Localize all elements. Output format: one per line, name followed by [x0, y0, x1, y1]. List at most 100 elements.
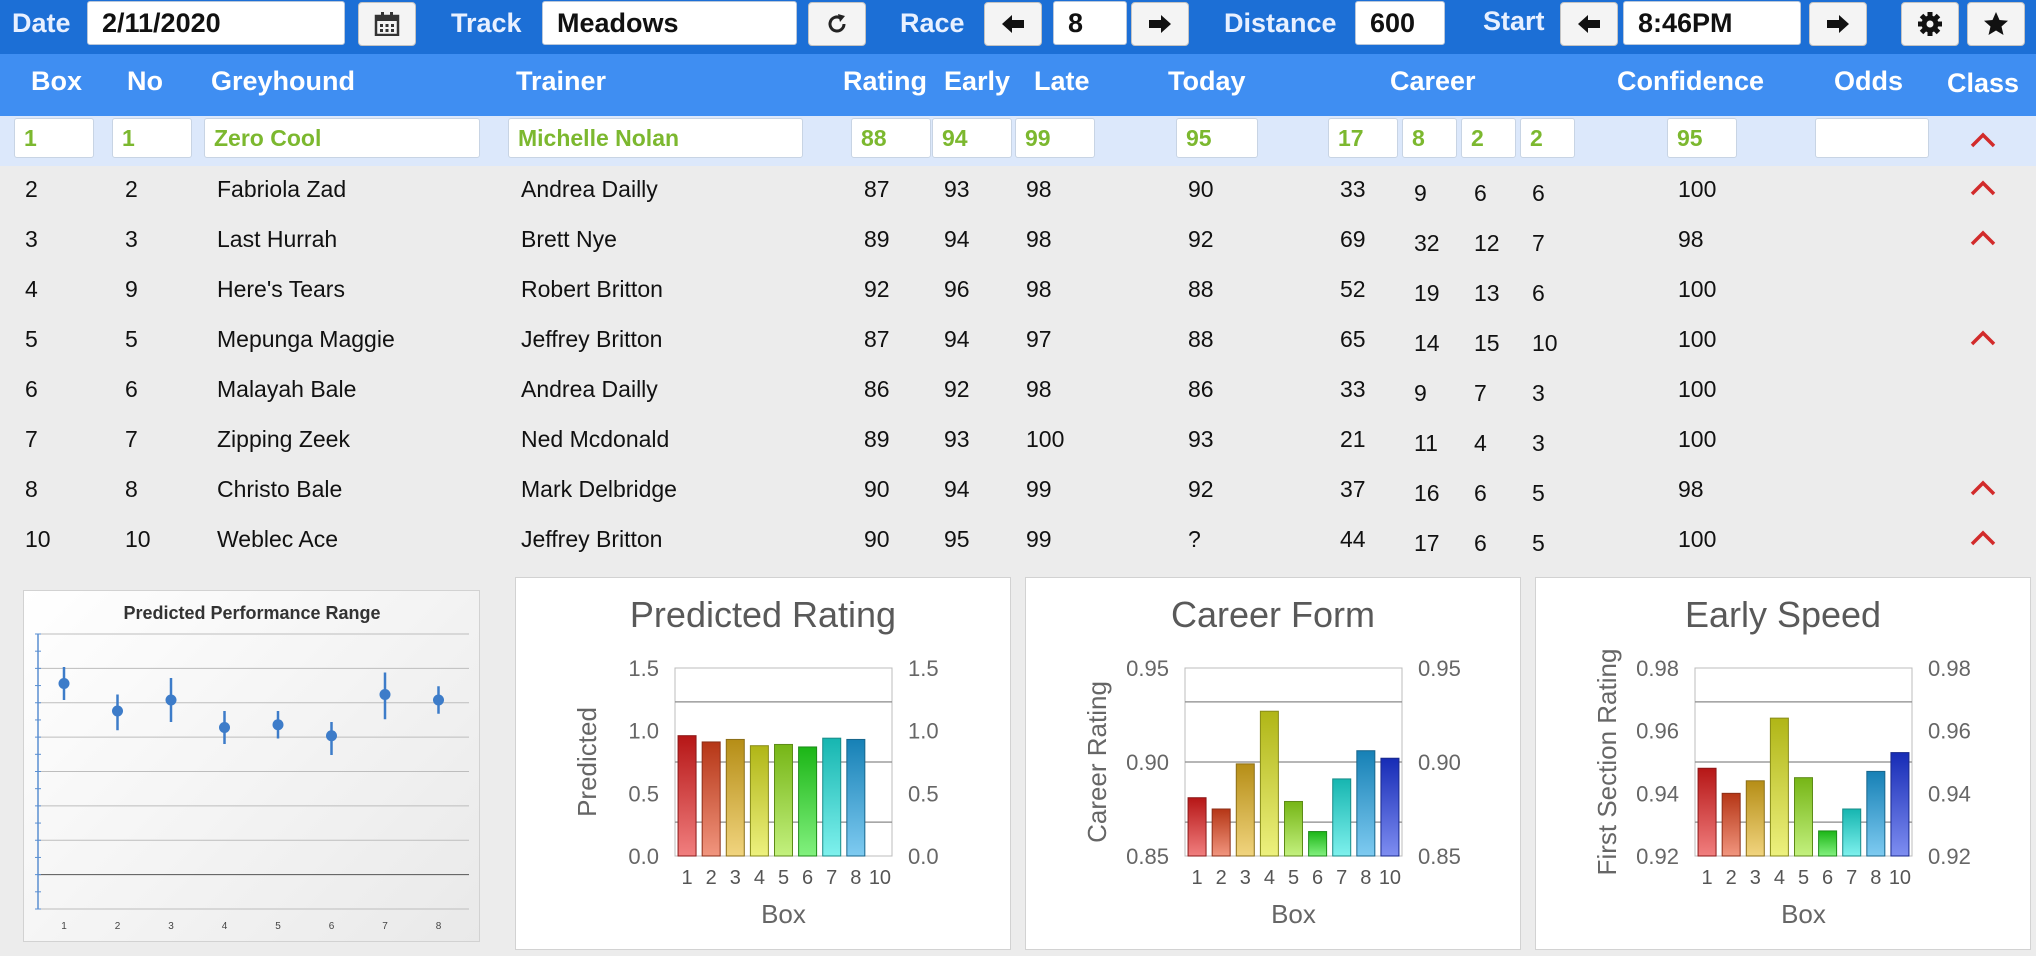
bar [1259, 710, 1279, 857]
table-row[interactable]: 4 9 Here's Tears Robert Britton 92 96 98 88 52 19… [0, 266, 2036, 316]
cell-confidence: 100 [1678, 376, 1717, 402]
cell-no: 8 [125, 476, 138, 502]
cell-trainer: Mark Delbridge [521, 476, 677, 502]
favorite-button[interactable] [1967, 2, 2025, 46]
cell-career-2: 7 [1474, 380, 1487, 406]
cell-career-3: 6 [1532, 180, 1545, 206]
bar [1332, 778, 1352, 857]
confidence-field[interactable]: 95 [1667, 118, 1737, 158]
x-tick-label: 5 [275, 921, 281, 932]
career-seconds-field[interactable]: 2 [1461, 118, 1516, 158]
cell-greyhound: Fabriola Zad [217, 176, 347, 202]
late-field[interactable]: 99 [1015, 118, 1095, 158]
cell-career-3: 10 [1532, 330, 1558, 356]
cell-box: 4 [25, 276, 38, 302]
cell-rating: 92 [864, 276, 890, 302]
column-header-today[interactable]: Today [1168, 66, 1246, 96]
table-row[interactable]: 2 2 Fabriola Zad Andrea Dailly 87 93 98 90 33 9 6 6… [0, 166, 2036, 216]
start-next-button[interactable] [1809, 2, 1867, 46]
race-prev-button[interactable] [984, 2, 1042, 46]
column-header-class[interactable]: Class [1947, 68, 2020, 98]
table-row[interactable]: 8 8 Christo Bale Mark Delbridge 90 94 99 92 37 16… [0, 466, 2036, 516]
column-header-late[interactable]: Late [1034, 66, 1090, 96]
track-label: Track [451, 8, 522, 38]
bar [1866, 770, 1886, 857]
column-header-box[interactable]: Box [31, 66, 83, 96]
settings-button[interactable] [1901, 2, 1959, 46]
performance-range-panel: Predicted Performance Range 1 2 3 4 5 6 7 8 [23, 590, 480, 942]
table-row[interactable]: 7 7 Zipping Zeek Ned Mcdonald 89 93 100 93 21 11 4… [0, 416, 2036, 466]
track-input[interactable]: Meadows [542, 1, 797, 45]
race-input[interactable]: 8 [1053, 1, 1127, 45]
table-row[interactable]: 10 10 Weblec Ace Jeffrey Britton 90 95 99? 44 17… [0, 516, 2036, 566]
cell-box: 5 [25, 326, 38, 352]
cell-trainer: Ned Mcdonald [521, 426, 670, 452]
start-time-input[interactable]: 8:46PM [1623, 1, 1801, 45]
x-tick-label: 1 [681, 867, 692, 889]
date-input[interactable]: 2/11/2020 [87, 1, 345, 45]
number-field[interactable]: 1 [112, 118, 192, 158]
y-tick-label-right: 1.5 [908, 656, 939, 681]
greyhound-field[interactable]: Zero Cool [204, 118, 480, 158]
calendar-button[interactable] [358, 2, 416, 46]
data-point [433, 694, 444, 706]
race-next-button[interactable] [1131, 2, 1189, 46]
distance-input[interactable]: 600 [1355, 1, 1445, 45]
class-up-caret-icon[interactable] [1970, 230, 1996, 246]
column-header-rating[interactable]: Rating [843, 66, 927, 96]
cell-early: 93 [944, 426, 970, 452]
refresh-button[interactable] [808, 2, 866, 46]
column-header-no[interactable]: No [127, 66, 163, 96]
career-wins-field[interactable]: 8 [1402, 118, 1457, 158]
x-tick-label: 8 [850, 867, 861, 889]
bar [1842, 808, 1862, 857]
cell-confidence: 100 [1678, 426, 1717, 452]
column-header-trainer[interactable]: Trainer [516, 66, 607, 96]
column-header-odds[interactable]: Odds [1834, 66, 1904, 96]
cell-career-3: 3 [1532, 380, 1545, 406]
cell-no: 5 [125, 326, 138, 352]
career-form-title: Career Form [1170, 594, 1376, 635]
x-tick-label: 8 [436, 921, 442, 932]
column-header-early[interactable]: Early [944, 66, 1011, 96]
early-speed-chart: 0.92 0.92 0.94 0.94 0.96 0.96 0.98 0.98 1 2 3 4 5 6 7 8… [1592, 649, 1971, 929]
career-thirds-field[interactable]: 2 [1520, 118, 1575, 158]
class-up-caret-icon[interactable] [1970, 180, 1996, 196]
table-row[interactable]: 3 3 Last Hurrah Brett Nye 89 94 98 92 69 32 12 7 98 [0, 216, 2036, 266]
bar [1284, 800, 1303, 857]
column-header-greyhound[interactable]: Greyhound [211, 66, 356, 96]
x-tick-label: 2 [1726, 867, 1737, 889]
today-field[interactable]: 95 [1176, 118, 1258, 158]
class-up-caret-icon[interactable] [1970, 530, 1996, 546]
cell-box: 3 [25, 226, 38, 252]
y-axis-label: Predicted [572, 707, 602, 817]
odds-field[interactable] [1815, 118, 1929, 158]
rating-field[interactable]: 88 [851, 118, 931, 158]
predicted-rating-panel: Predicted Rating 0.0 0.0 0.5 0.5 1.0 1.0 1.5 1.… [515, 577, 1011, 950]
data-point [379, 689, 391, 700]
trainer-field[interactable]: Michelle Nolan [508, 118, 803, 158]
data-point [165, 694, 177, 706]
table-row[interactable]: 5 5 Mepunga Maggie Jeffrey Britton 87 94 97 88 6… [0, 316, 2036, 366]
cell-late: 98 [1026, 226, 1052, 252]
column-header-confidence[interactable]: Confidence [1617, 66, 1765, 96]
cell-greyhound: Mepunga Maggie [217, 326, 395, 352]
table-row[interactable]: 6 6 Malayah Bale Andrea Dailly 86 92 98 86 33 9 7 3… [0, 366, 2036, 416]
class-up-caret-icon[interactable] [1970, 480, 1996, 496]
cell-confidence: 100 [1678, 176, 1717, 202]
early-field[interactable]: 94 [932, 118, 1012, 158]
start-prev-button[interactable] [1560, 2, 1618, 46]
cell-career-2: 4 [1474, 430, 1487, 456]
cell-late: 99 [1026, 526, 1052, 552]
cell-today: 88 [1188, 276, 1214, 302]
cell-career-1: 14 [1414, 330, 1440, 356]
x-tick-label: 5 [1798, 867, 1809, 889]
class-up-caret-icon[interactable] [1970, 132, 1996, 148]
column-header-career[interactable]: Career [1390, 66, 1476, 96]
class-up-caret-icon[interactable] [1970, 330, 1996, 346]
box-field[interactable]: 1 [14, 118, 94, 158]
cell-late: 98 [1026, 176, 1052, 202]
y-axis-label: First Section Rating [1592, 649, 1622, 876]
selected-runner-row[interactable]: 1 1 Zero Cool Michelle Nolan 88 94 99 95… [0, 116, 2036, 166]
career-starts-field[interactable]: 17 [1328, 118, 1398, 158]
